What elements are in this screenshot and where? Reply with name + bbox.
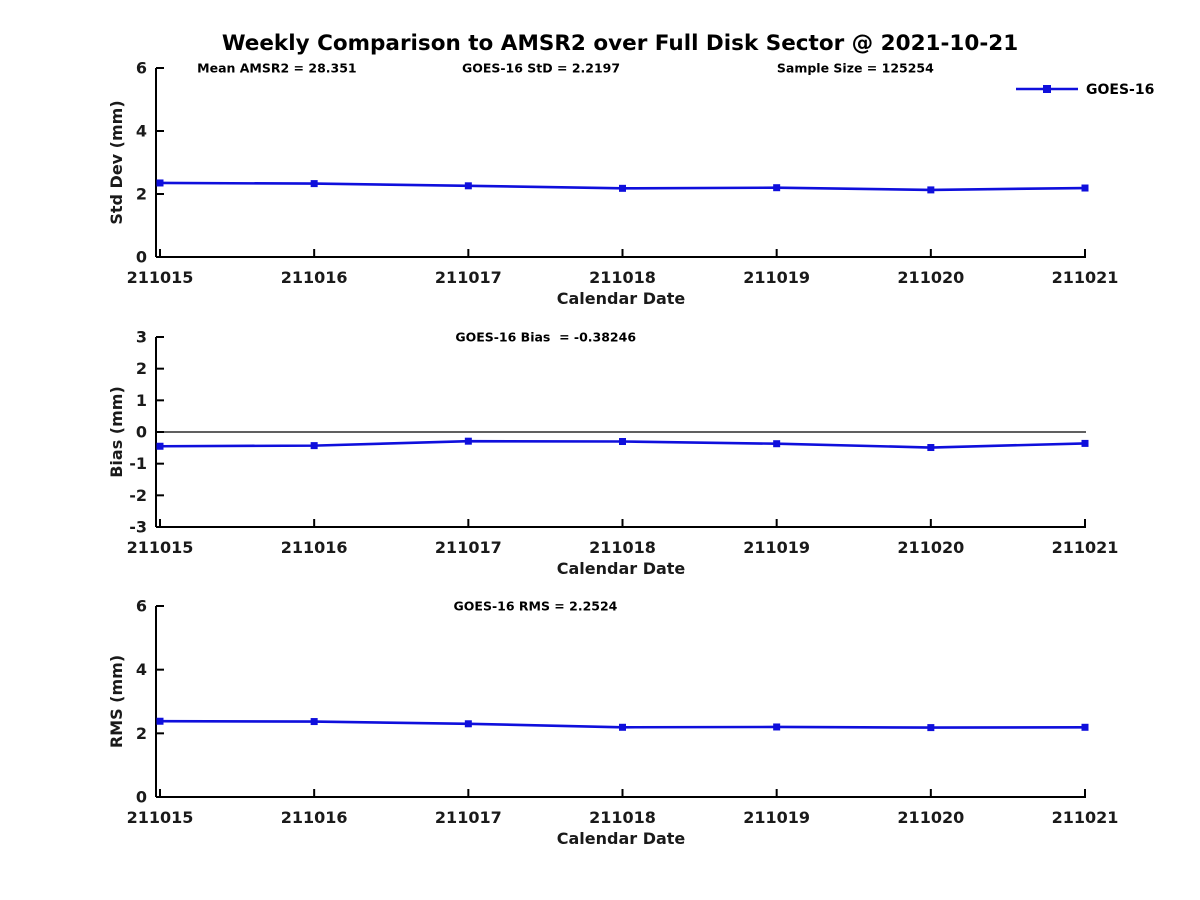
- y-tick-label: 2: [136, 359, 147, 378]
- x-tick-label: 211020: [897, 268, 964, 287]
- subplot-std-dev: 0 2 4 6 211015 211016 211017 211018 211019 211020…: [107, 59, 1154, 309]
- data-point-marker: [156, 179, 164, 187]
- x-tick-label: 211018: [589, 268, 656, 287]
- legend-label: GOES-16: [1086, 82, 1154, 98]
- x-tick-label: 211017: [435, 808, 502, 827]
- subplot-bias: -3 -2 -1 0 1 2 3 211015 211016 211017 211018 211019…: [107, 328, 1118, 579]
- y-tick-label: 0: [136, 248, 147, 267]
- x-tick-label: 211021: [1052, 808, 1119, 827]
- x-tick-label: 211018: [589, 538, 656, 557]
- x-tick-label: 211017: [435, 538, 502, 557]
- x-axis-title: Calendar Date: [557, 829, 686, 848]
- x-tick-label: 211019: [743, 538, 810, 557]
- x-tick-label: 211016: [281, 808, 348, 827]
- y-axis-title: RMS (mm): [107, 655, 126, 748]
- y-tick-label: 4: [136, 660, 147, 679]
- x-axis-title: Calendar Date: [557, 289, 686, 308]
- data-point-marker: [310, 718, 318, 726]
- data-point-marker: [464, 720, 472, 728]
- x-tick-label: 211020: [897, 538, 964, 557]
- y-tick-label: 0: [136, 423, 147, 442]
- y-tick-label: 2: [136, 724, 147, 743]
- x-tick-label: 211019: [743, 808, 810, 827]
- y-tick-label: 3: [136, 328, 147, 347]
- y-tick-label: -2: [129, 486, 147, 505]
- y-tick-label: 0: [136, 788, 147, 807]
- data-point-marker: [619, 723, 626, 731]
- data-point-marker: [773, 184, 781, 192]
- annotation-std-dev-1: GOES-16 StD = 2.2197: [462, 61, 620, 76]
- data-point-marker: [927, 186, 935, 194]
- y-tick-label: 6: [136, 597, 147, 616]
- data-point-marker: [773, 723, 781, 731]
- annotation-std-dev-2: Sample Size = 125254: [777, 61, 934, 76]
- y-tick-label: -3: [129, 518, 147, 537]
- x-tick-label: 211015: [127, 268, 194, 287]
- annotation-bias-0: GOES-16 Bias = -0.38246: [455, 330, 636, 345]
- data-point-marker: [619, 184, 626, 192]
- x-tick-label: 211020: [897, 808, 964, 827]
- y-tick-label: 2: [136, 185, 147, 204]
- data-point-marker: [927, 724, 935, 732]
- y-tick-label: 6: [136, 59, 147, 78]
- data-point-marker: [1081, 723, 1089, 731]
- data-point-marker: [464, 437, 472, 445]
- x-tick-label: 211017: [435, 268, 502, 287]
- x-tick-label: 211021: [1052, 538, 1119, 557]
- x-tick-label: 211021: [1052, 268, 1119, 287]
- annotation-std-dev-0: Mean AMSR2 = 28.351: [197, 61, 356, 76]
- annotation-rms-0: GOES-16 RMS = 2.2524: [454, 599, 618, 614]
- x-tick-label: 211019: [743, 268, 810, 287]
- data-point-marker: [1081, 184, 1089, 192]
- x-tick-label: 211018: [589, 808, 656, 827]
- legend: GOES-16: [1016, 82, 1154, 98]
- y-tick-label: 4: [136, 122, 147, 141]
- x-axis-title: Calendar Date: [557, 559, 686, 578]
- data-point-marker: [927, 444, 935, 452]
- data-point-marker: [464, 182, 472, 190]
- y-axis-title: Std Dev (mm): [107, 100, 126, 224]
- data-point-marker: [156, 442, 164, 450]
- legend-marker: [1043, 85, 1051, 93]
- figure-title: Weekly Comparison to AMSR2 over Full Dis…: [221, 31, 1019, 56]
- x-tick-label: 211016: [281, 268, 348, 287]
- x-tick-label: 211016: [281, 538, 348, 557]
- data-point-marker: [619, 438, 626, 445]
- y-axis-title: Bias (mm): [107, 386, 126, 478]
- data-point-marker: [156, 717, 164, 725]
- data-point-marker: [310, 180, 318, 188]
- y-tick-label: 1: [136, 391, 147, 410]
- y-tick-label: -1: [129, 454, 147, 473]
- data-point-marker: [773, 440, 781, 448]
- data-point-marker: [1081, 439, 1089, 447]
- data-point-marker: [310, 442, 318, 450]
- x-tick-label: 211015: [127, 538, 194, 557]
- x-tick-label: 211015: [127, 808, 194, 827]
- subplot-rms: 0 2 4 6 211015 211016 211017 211018 211019 211020…: [107, 597, 1118, 849]
